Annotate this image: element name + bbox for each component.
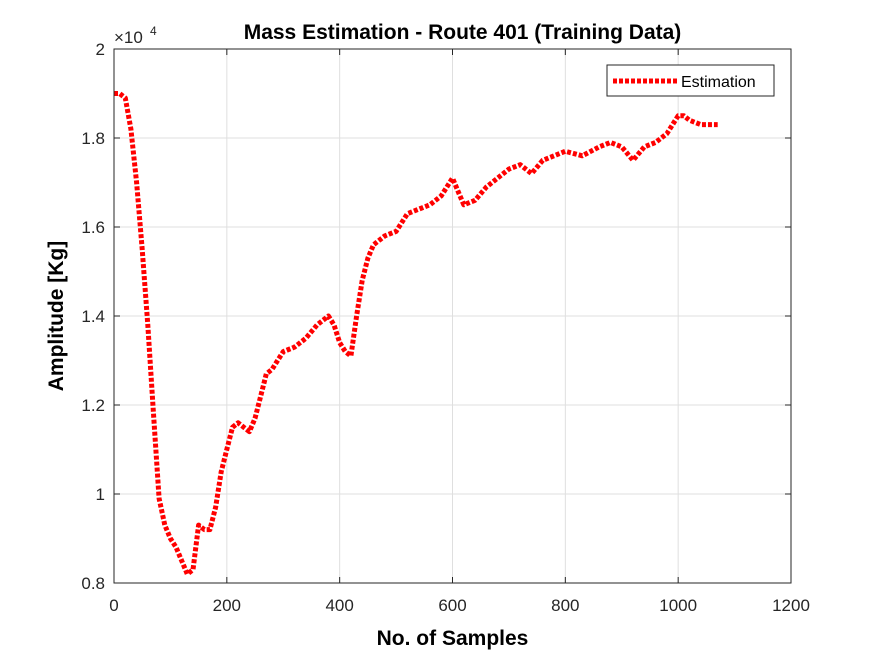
y-axis-exponent: ×10 4 [114,24,157,47]
x-tick-label: 800 [551,596,579,615]
chart-title: Mass Estimation - Route 401 (Training Da… [244,21,682,44]
y-tick-label: 1.6 [81,218,105,237]
y-tick-label: 2 [96,40,105,59]
y-tick-label: 1.2 [81,396,105,415]
series-line-estimation [114,91,718,577]
y-tick-label: 1.8 [81,129,105,148]
y-tick-label: 0.8 [81,574,105,593]
ticks: 0 200 400 600 800 1000 1200 0.8 1 1.2 1.4 1.6 1.8 2 [81,40,810,615]
y-tick-label: 1.4 [81,307,105,326]
series-layer [114,91,718,577]
grid [114,49,791,583]
legend-label-estimation: Estimation [681,74,756,91]
x-tick-label: 1000 [659,596,697,615]
x-tick-label: 0 [109,596,118,615]
legend-box [606,64,775,97]
x-tick-label: 200 [213,596,241,615]
y-exponent-base: ×10 [114,28,143,47]
x-tick-label: 1200 [772,596,810,615]
y-exponent-power: 4 [150,24,157,38]
legend: Estimation [606,64,775,97]
y-tick-label: 1 [96,485,105,504]
x-tick-label: 400 [325,596,353,615]
x-tick-label: 600 [438,596,466,615]
x-axis-title: No. of Samples [377,627,529,650]
y-axis-title: Amplitude [Kg] [45,241,68,391]
